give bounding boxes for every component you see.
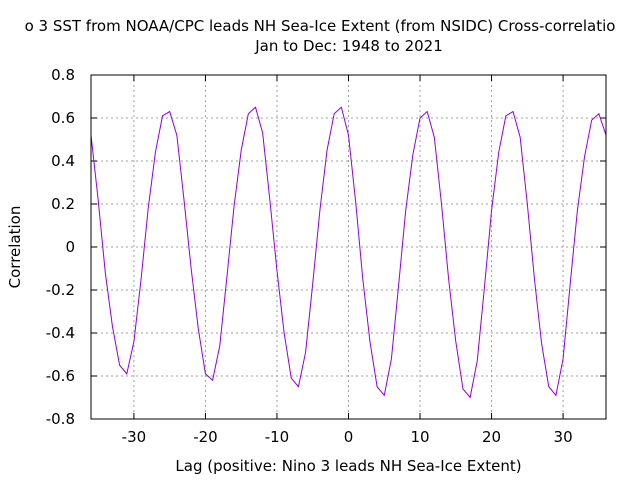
y-tick-label: -0.6 xyxy=(46,367,75,385)
x-tick-label: -10 xyxy=(265,428,290,446)
x-tick-label: -30 xyxy=(122,428,147,446)
grid xyxy=(91,75,606,419)
y-tick-label: -0.4 xyxy=(46,324,75,342)
y-tick-label: -0.8 xyxy=(46,410,75,428)
y-tick-label: 0.4 xyxy=(51,152,75,170)
y-tick-label: 0 xyxy=(65,238,75,256)
x-tick-label: 30 xyxy=(554,428,573,446)
y-tick-label: -0.2 xyxy=(46,281,75,299)
x-tick-label: 20 xyxy=(482,428,501,446)
x-axis-ticks: -30 -20 -10 0 10 20 30 xyxy=(122,75,573,446)
y-tick-label: 0.6 xyxy=(51,109,75,127)
plot-frame xyxy=(90,74,607,420)
y-tick-label: 0.8 xyxy=(51,66,75,84)
chart-title-line-2: Jan to Dec: 1948 to 2021 xyxy=(254,37,443,55)
x-tick-label: -20 xyxy=(193,428,218,446)
x-axis-label: Lag (positive: Nino 3 leads NH Sea-Ice E… xyxy=(175,457,521,475)
y-tick-label: 0.2 xyxy=(51,195,75,213)
y-axis-label: Correlation xyxy=(6,206,24,289)
y-axis-ticks: -0.8 -0.6 -0.4 -0.2 0 0.2 0.4 0.6 0.8 xyxy=(46,66,606,428)
x-tick-label: 0 xyxy=(344,428,354,446)
chart-title: o 3 SST from NOAA/CPC leads NH Sea-Ice E… xyxy=(25,17,616,55)
series-line xyxy=(90,106,607,399)
x-tick-label: 10 xyxy=(410,428,429,446)
chart-title-line-1: o 3 SST from NOAA/CPC leads NH Sea-Ice E… xyxy=(25,17,616,35)
